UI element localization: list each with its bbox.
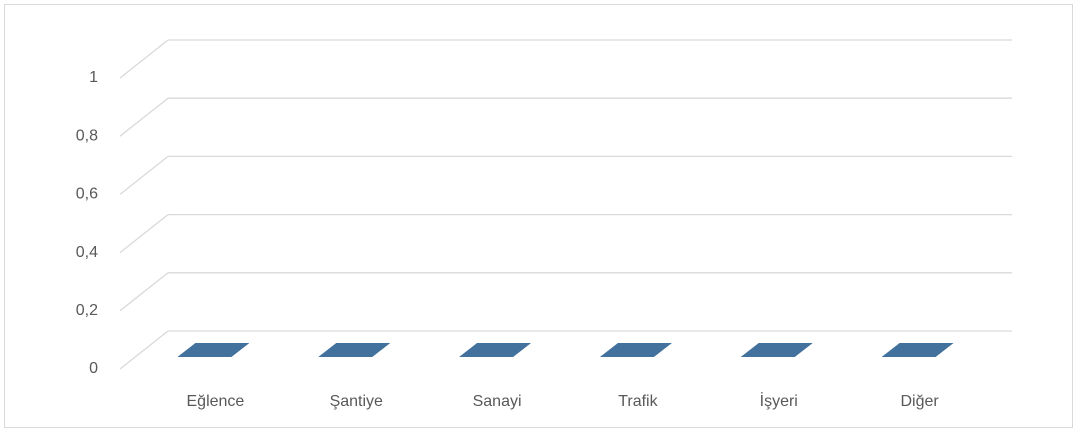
grid-line (119, 97, 169, 137)
x-tick-label: Şantiye (330, 393, 383, 410)
x-tick-label: Sanayi (473, 393, 522, 410)
bar (599, 343, 672, 357)
x-tick-label: Eğlence (187, 393, 245, 410)
grid-line (119, 39, 169, 79)
y-tick-label: 0,2 (76, 302, 98, 319)
chart-border (4, 4, 1073, 428)
x-tick-label: Diğer (900, 393, 939, 410)
grid-line (119, 155, 169, 195)
grid-line (119, 214, 169, 254)
bar (177, 343, 250, 357)
x-tick-label: Trafik (618, 393, 658, 410)
x-tick-label: İşyeri (760, 391, 798, 410)
grid-line (119, 272, 169, 312)
bar (318, 343, 391, 357)
y-tick-label: 0,8 (76, 127, 98, 144)
y-tick-label: 0,4 (76, 244, 98, 261)
bar (459, 343, 532, 357)
bar (881, 343, 954, 357)
bar (740, 343, 813, 357)
y-tick-label: 1 (89, 69, 98, 86)
grid-line (119, 330, 169, 370)
y-tick-label: 0,6 (76, 186, 98, 203)
y-tick-label: 0 (89, 360, 98, 377)
